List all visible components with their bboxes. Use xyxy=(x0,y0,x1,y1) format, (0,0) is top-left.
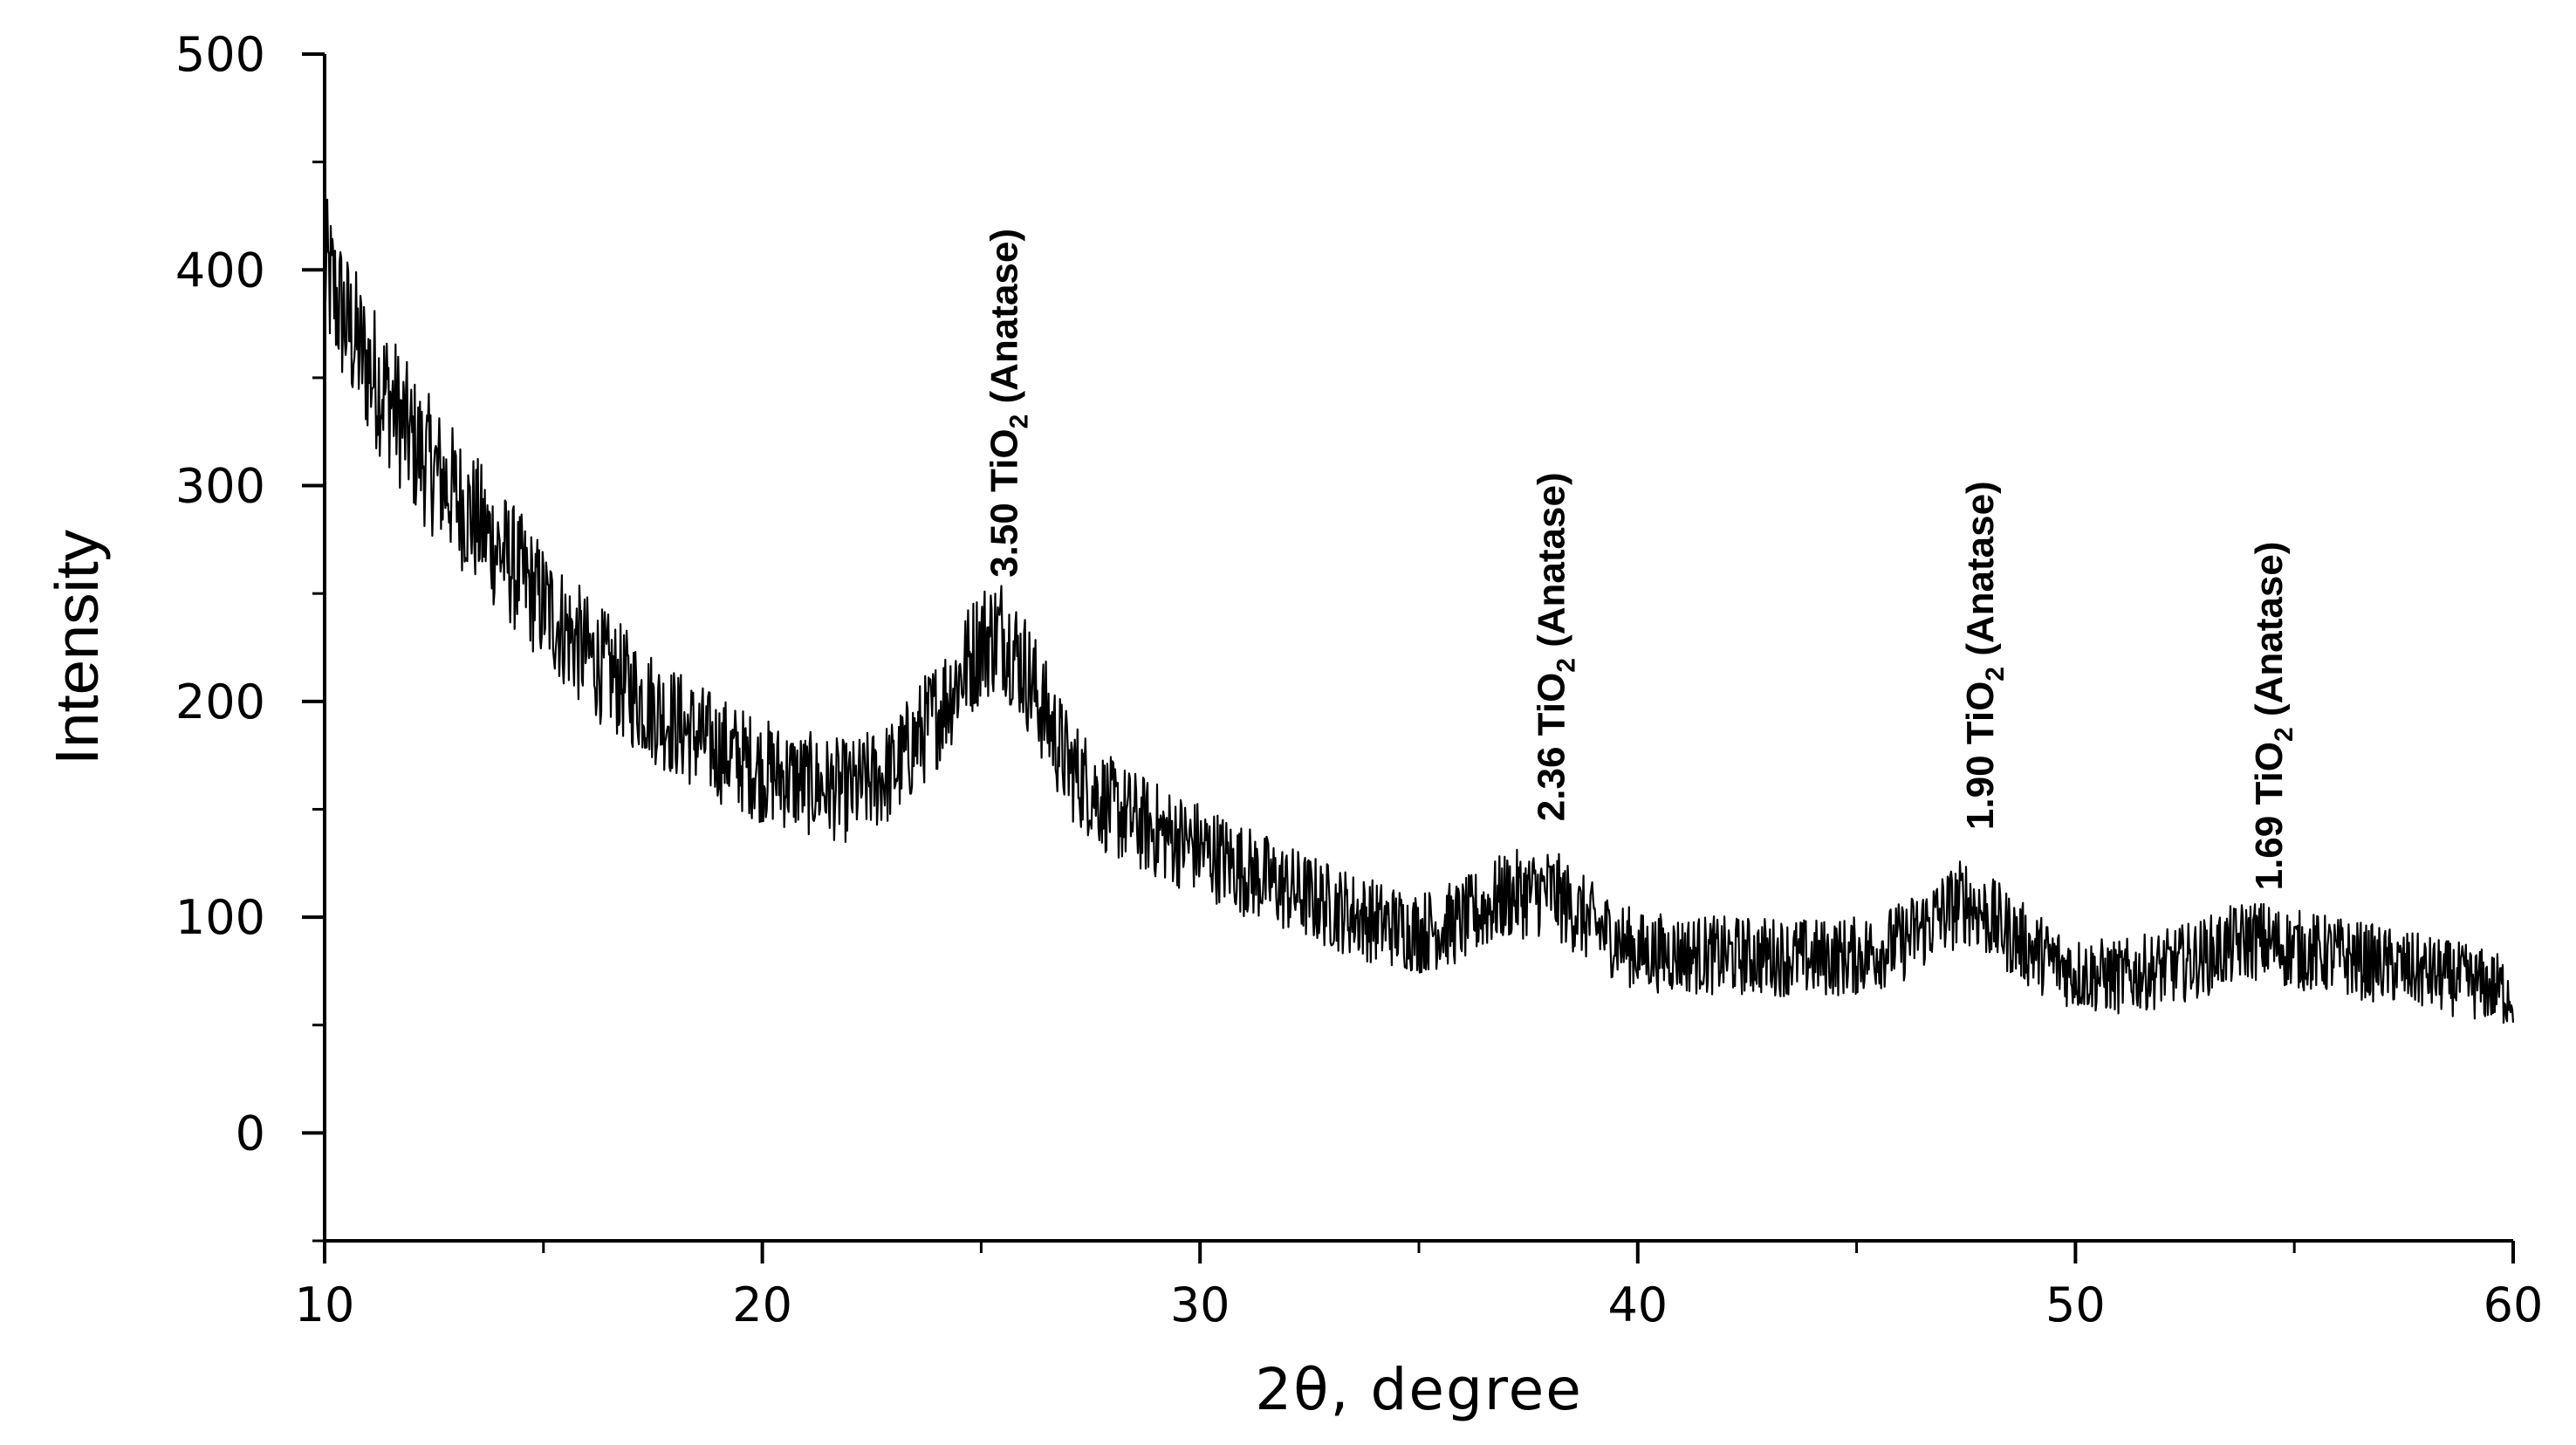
peak-label: 2.36 TiO2 (Anatase) xyxy=(1531,472,1581,821)
x-tick-label: 60 xyxy=(2484,1277,2544,1332)
y-tick-label: 0 xyxy=(236,1106,265,1161)
peak-label: 1.69 TiO2 (Anatase) xyxy=(2248,542,2299,891)
y-tick-label: 300 xyxy=(175,459,265,514)
xrd-trace xyxy=(323,198,2515,1024)
x-tick-label: 10 xyxy=(295,1277,355,1332)
x-tick-label: 30 xyxy=(1170,1277,1230,1332)
y-tick-label: 500 xyxy=(175,27,265,82)
x-tick-label: 40 xyxy=(1607,1277,1668,1332)
plot-area xyxy=(323,198,2515,1024)
peak-label: 1.90 TiO2 (Anatase) xyxy=(1959,481,2010,830)
y-axis: 0 100 200 300 400 500 xyxy=(175,27,326,1243)
x-tick-label: 50 xyxy=(2045,1277,2106,1332)
x-axis-title: 2θ, degree xyxy=(1255,1356,1583,1423)
y-tick-label: 200 xyxy=(175,675,265,729)
x-axis: 10 20 30 40 50 60 xyxy=(295,1239,2544,1332)
y-tick-label: 400 xyxy=(175,243,265,298)
peak-label: 3.50 TiO2 (Anatase) xyxy=(983,229,1034,578)
x-tick-label: 20 xyxy=(732,1277,792,1332)
peak-annotations: 3.50 TiO2 (Anatase) 2.36 TiO2 (Anatase) 1.… xyxy=(983,229,2299,890)
y-tick-label: 100 xyxy=(175,890,265,945)
y-axis-title: Intensity xyxy=(43,530,111,765)
